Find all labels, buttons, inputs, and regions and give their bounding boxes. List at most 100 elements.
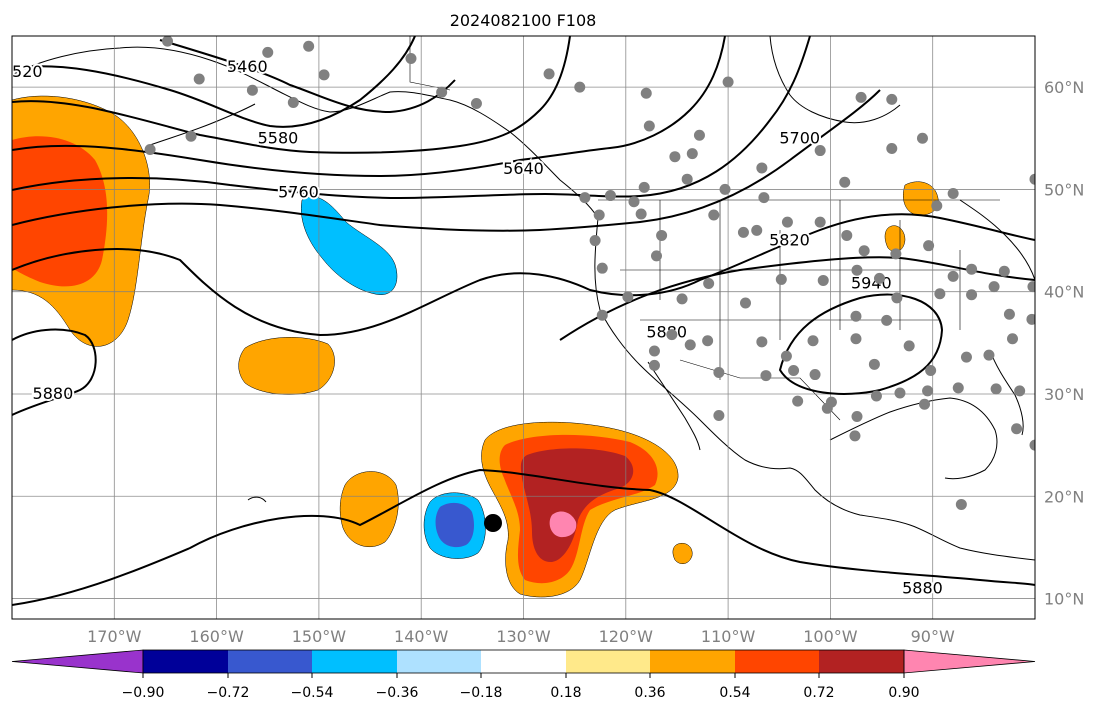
station-marker [684, 339, 696, 351]
station-marker [814, 145, 826, 157]
colorbar-swatch [819, 650, 904, 673]
station-marker [739, 297, 751, 309]
contour-label: 5580 [258, 128, 299, 147]
lon-tick-label: 100°W [803, 627, 858, 646]
colorbar-swatch [397, 650, 481, 673]
station-marker [628, 196, 640, 208]
lon-tick-label: 120°W [599, 627, 654, 646]
station-marker [947, 270, 959, 282]
station-marker [681, 173, 693, 185]
station-marker [966, 263, 978, 275]
station-marker [990, 383, 1002, 395]
coastline-hawaii [247, 496, 267, 503]
station-marker [758, 192, 770, 204]
coastline-baja [647, 361, 701, 451]
lon-tick-label: 170°W [87, 627, 142, 646]
colorbar-swatch [566, 650, 650, 673]
coastline-east [959, 199, 1035, 281]
contour-5700 [12, 36, 811, 200]
storm-center-marker [484, 514, 502, 532]
station-marker [1014, 385, 1026, 397]
station-marker [890, 248, 902, 260]
station-marker [881, 314, 893, 326]
station-marker [925, 364, 937, 376]
station-marker [998, 265, 1010, 277]
station-marker [839, 176, 851, 188]
station-marker [851, 410, 863, 422]
contour-5460 [159, 39, 456, 114]
station-marker [185, 130, 197, 142]
station-marker [1003, 308, 1015, 320]
station-marker [593, 209, 605, 221]
contour-labels: 5520 5460 5580 5640 5760 5700 5820 5940 5880 5880… [12, 55, 945, 600]
lon-tick-label: 110°W [701, 627, 756, 646]
station-marker [737, 226, 749, 238]
lat-tick-label: 40°N [1044, 283, 1084, 302]
station-marker [643, 120, 655, 132]
station-marker [596, 309, 608, 321]
colorbar-swatch [735, 650, 819, 673]
contour-5820 [12, 213, 1035, 337]
station-marker [841, 229, 853, 241]
station-marker [436, 86, 448, 98]
contour-label: 5940 [851, 274, 892, 293]
station-marker [934, 288, 946, 300]
station-marker [983, 349, 995, 361]
station-marker [1029, 439, 1035, 451]
colorbar-extend-high [903, 649, 1036, 674]
colorbar-tick-label: 0.36 [634, 685, 665, 701]
station-marker [807, 335, 819, 347]
station-marker [780, 350, 792, 362]
station-marker [788, 364, 800, 376]
coastline-hudson [769, 36, 901, 124]
station-marker [708, 209, 720, 221]
colorbar-tick-label: 0.18 [550, 685, 581, 701]
station-marker [886, 143, 898, 155]
station-marker [1027, 281, 1035, 293]
lat-tick-label: 10°N [1044, 590, 1084, 609]
contour-label: 5640 [503, 159, 544, 178]
station-marker [287, 96, 299, 108]
colorbar-tick-label: −0.90 [122, 685, 165, 701]
station-marker [193, 73, 205, 85]
contour-5880-south [12, 468, 1035, 606]
colorbar-tick-label: −0.72 [207, 685, 250, 701]
station-marker [589, 235, 601, 247]
colorbar-swatch [650, 650, 735, 673]
lat-tick-label: 60°N [1044, 78, 1084, 97]
station-marker [923, 240, 935, 252]
station-marker [850, 333, 862, 345]
station-marker [851, 264, 863, 276]
station-marker [470, 98, 482, 110]
station-marker [1006, 333, 1018, 345]
anomaly-region-small-1 [672, 542, 693, 564]
contour-5520 [12, 36, 416, 128]
contour-label: 5760 [278, 183, 319, 202]
station-marker [648, 345, 660, 357]
station-marker [855, 91, 867, 103]
contour-label: 5460 [227, 57, 268, 76]
station-marker [574, 81, 586, 93]
station-marker [648, 359, 660, 371]
station-marker [713, 367, 725, 379]
station-marker [640, 87, 652, 99]
station-marker [760, 370, 772, 382]
anomaly-region-hawaii [339, 471, 399, 547]
station-marker [713, 409, 725, 421]
station-marker [1011, 423, 1023, 435]
station-marker [604, 190, 616, 202]
station-marker [781, 216, 793, 228]
colorbar-tick-label: −0.36 [376, 685, 419, 701]
anomaly-region-great-lakes [902, 181, 939, 216]
colorbar-swatch [481, 650, 566, 673]
colorbar: −0.90 −0.72 −0.54 −0.36 −0.18 0.18 0.36 0.54 0.7… [11, 649, 1036, 701]
station-marker [931, 200, 943, 212]
station-marker [821, 402, 833, 414]
coastline-alaska [12, 46, 599, 219]
coastline-gulf [829, 397, 998, 480]
colorbar-tick-label: −0.18 [460, 685, 503, 701]
station-markers [144, 36, 1035, 510]
contour-5640 [12, 36, 726, 178]
station-marker [656, 229, 668, 241]
